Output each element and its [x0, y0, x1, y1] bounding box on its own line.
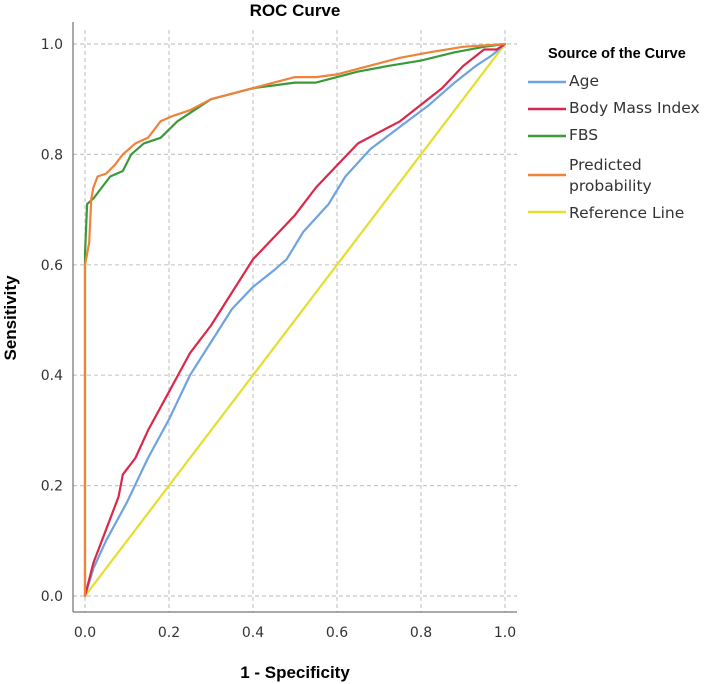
series-line-age [83, 42, 507, 598]
x-tick-label: 0.4 [242, 625, 264, 641]
legend-label-age: Age [569, 72, 599, 90]
x-tick-label: 0.8 [410, 625, 432, 641]
y-tick-label: 0.0 [41, 589, 63, 605]
x-axis-title: 1 - Specificity [240, 663, 350, 682]
y-tick-label: 0.2 [41, 479, 63, 495]
series-line-reference-line [83, 42, 507, 598]
legend-label-body-mass-index: Body Mass Index [569, 99, 700, 117]
x-tick-label: 0.0 [74, 625, 96, 641]
legend-label-reference-line: Reference Line [569, 204, 684, 222]
axes [72, 22, 517, 613]
series-lines [83, 42, 507, 598]
legend: Source of the Curve Age Body Mass Index FB… [528, 46, 700, 222]
legend-items: Age Body Mass Index FBS Predicted probabilit… [528, 72, 700, 222]
legend-label-fbs: FBS [569, 126, 598, 144]
y-tick-label: 1.0 [41, 37, 63, 53]
y-tick-label: 0.8 [41, 147, 63, 163]
x-tick-label: 1.0 [494, 625, 516, 641]
y-tick-label: 0.6 [41, 258, 63, 274]
x-tick-label: 0.2 [158, 625, 180, 641]
legend-label-predicted-probability: Predicted probability [569, 156, 652, 195]
y-tick-label: 0.4 [41, 368, 63, 384]
chart-title: ROC Curve [250, 1, 341, 20]
x-tick-label: 0.6 [326, 625, 348, 641]
tick-labels: 0.0 0.2 0.4 0.6 0.8 1.0 0.0 0.2 0.4 0.6 0.8 1.0 [41, 37, 516, 641]
series-line-predicted-probability [83, 42, 507, 598]
y-axis-title: Sensitivity [1, 275, 20, 361]
series-line-body-mass-index [83, 42, 507, 598]
legend-title: Source of the Curve [548, 46, 686, 62]
